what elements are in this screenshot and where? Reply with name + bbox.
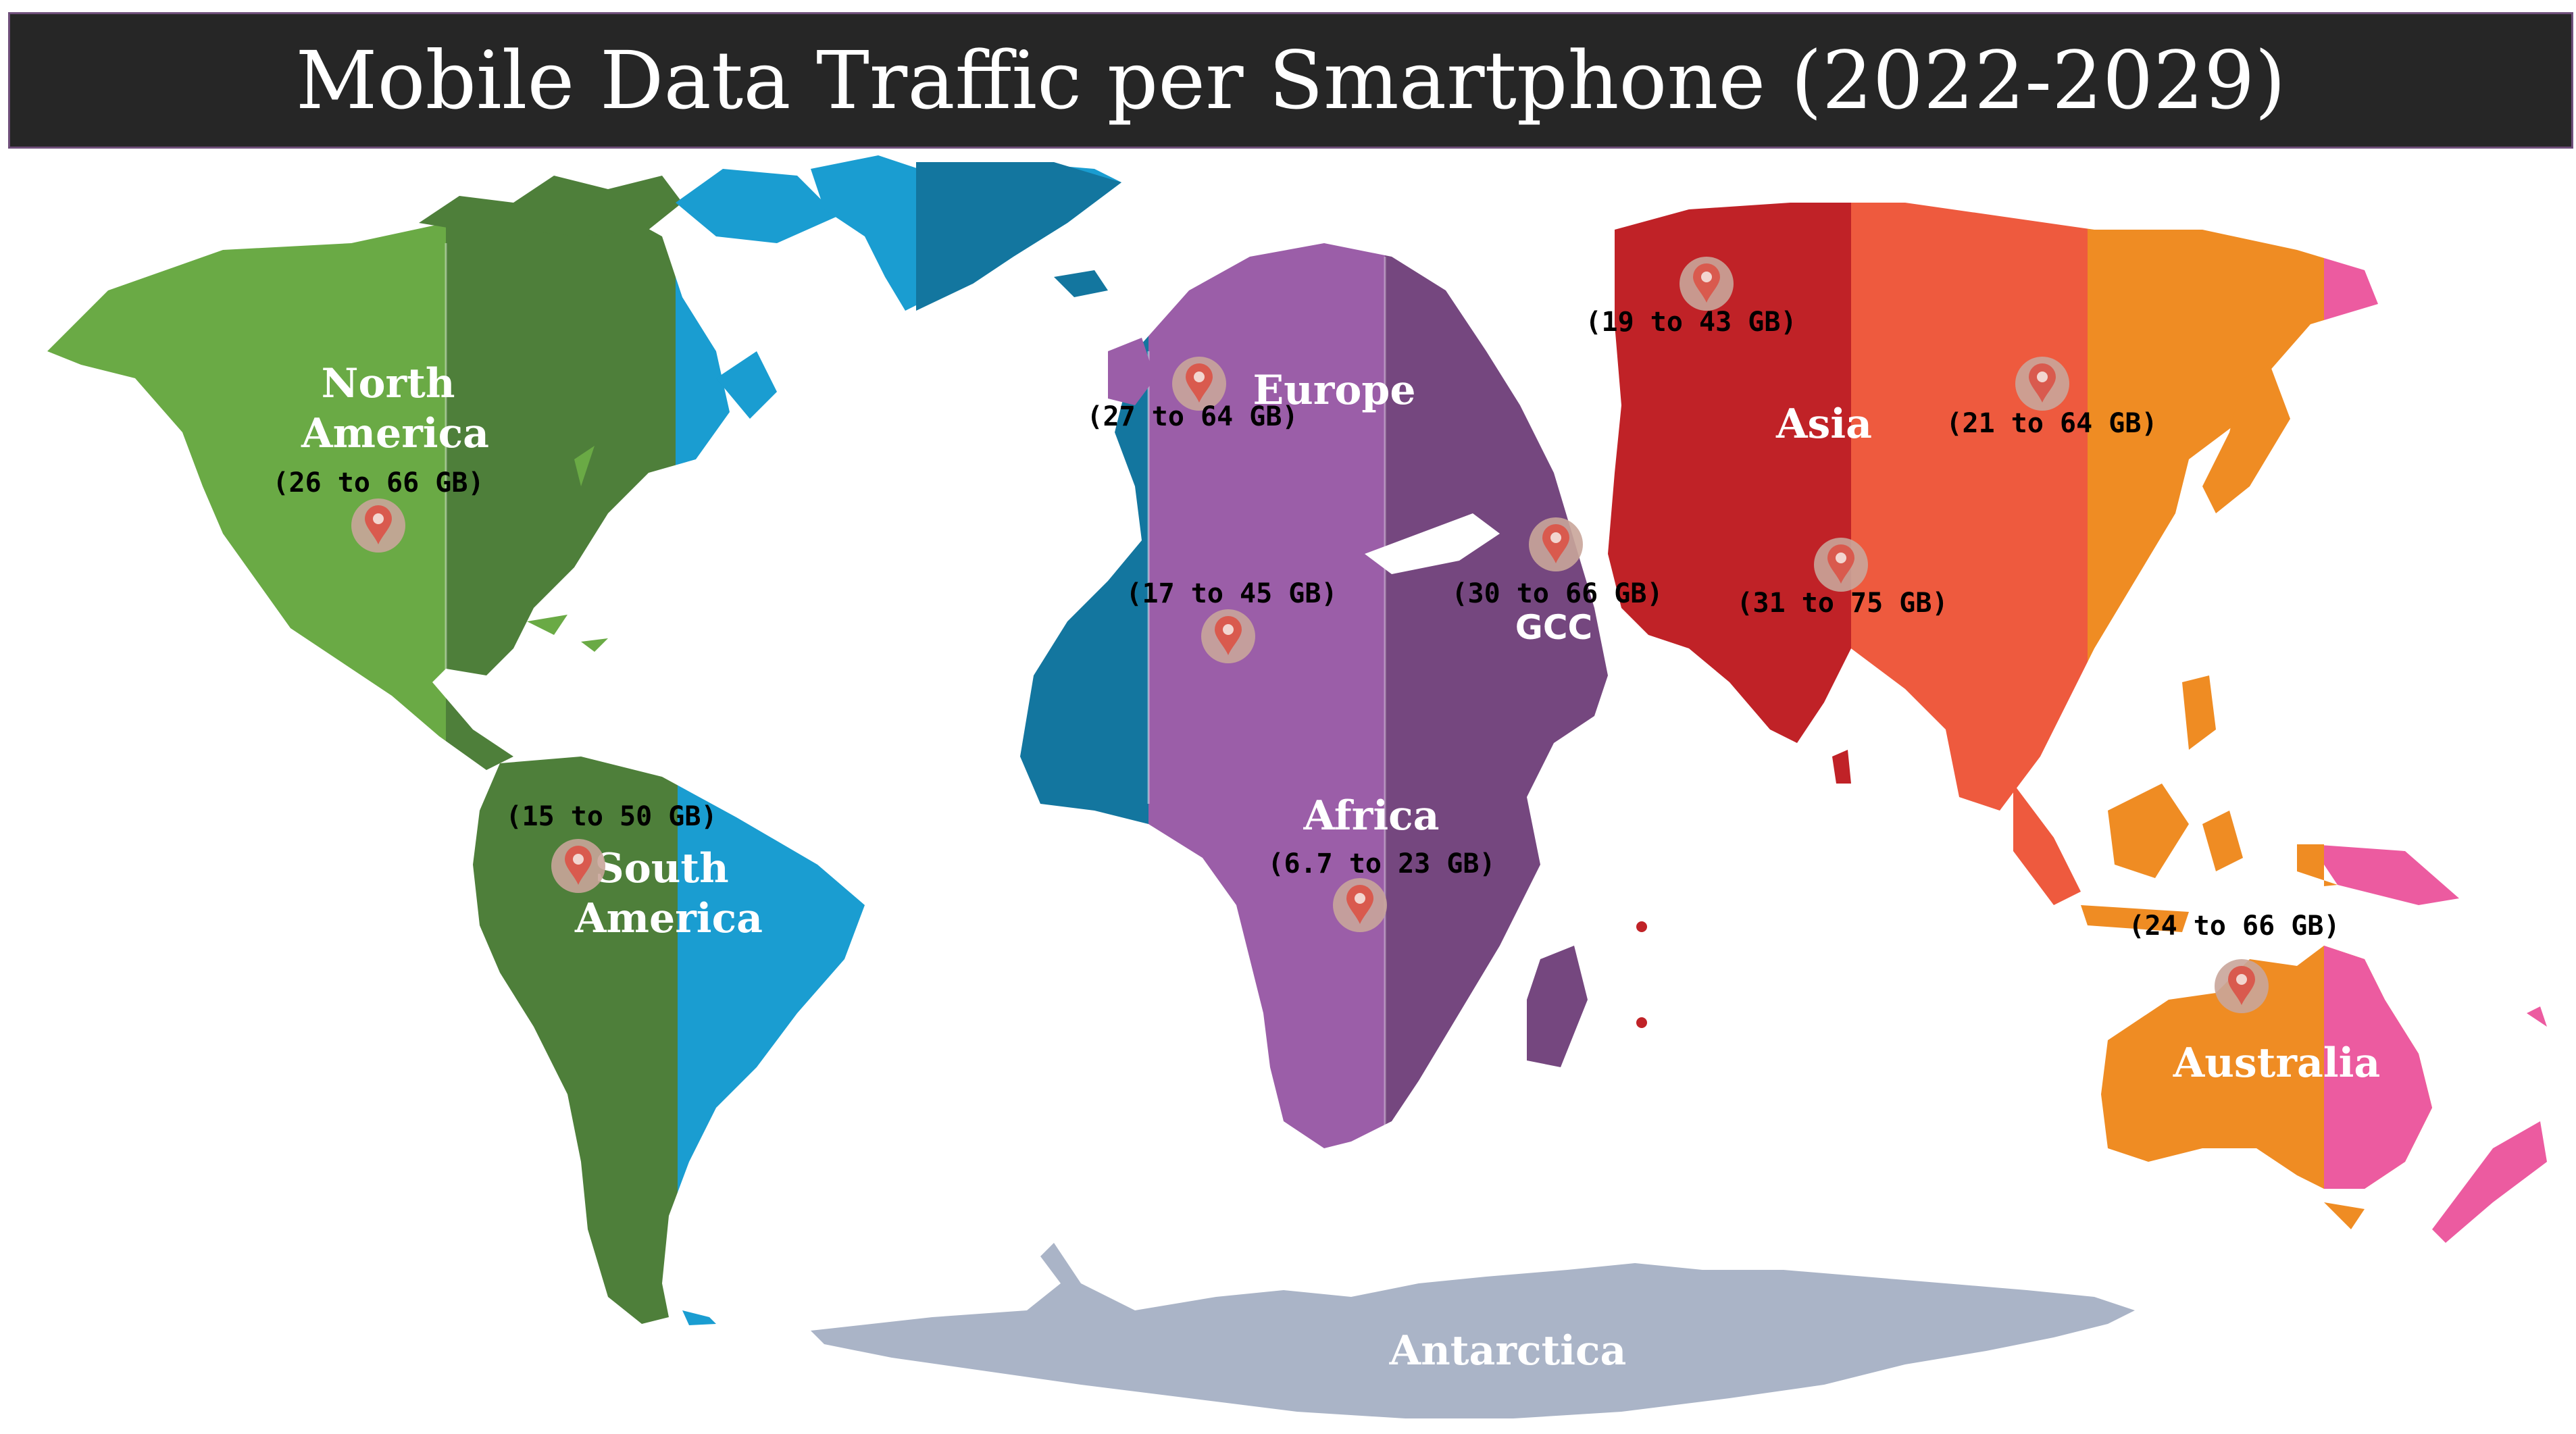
south-america-east-band <box>678 757 865 1324</box>
range-label: (27 to 64 GB) <box>1086 401 1298 432</box>
location-pin-icon <box>2228 966 2255 1005</box>
new-zealand <box>2432 1121 2547 1243</box>
label-south-america: South America <box>574 845 763 942</box>
north-america-east-band <box>446 203 676 770</box>
antarctica <box>811 1243 2135 1418</box>
pacific-island <box>2527 1006 2547 1027</box>
data-point-8[interactable] <box>1814 538 1868 592</box>
label-africa: Africa <box>1303 792 1439 840</box>
uk-ireland <box>1108 338 1155 405</box>
data-point-3[interactable] <box>1172 357 1226 411</box>
pin-center-dot <box>1836 553 1846 563</box>
data-point-2[interactable] <box>551 839 605 893</box>
data-point-6[interactable] <box>1529 517 1583 571</box>
label-south-america-line1: South <box>595 845 728 892</box>
location-pin-icon <box>2029 363 2056 403</box>
pin-center-dot <box>1355 893 1365 904</box>
range-label: (30 to 66 GB) <box>1451 578 1663 609</box>
data-point-10[interactable] <box>2215 959 2269 1013</box>
range-label: (15 to 50 GB) <box>505 801 717 832</box>
new-guinea-west <box>2297 844 2338 886</box>
pin-center-dot <box>2037 372 2048 382</box>
label-north-america-line2: America <box>301 410 489 457</box>
pin-center-dot <box>2236 974 2247 985</box>
europe-africa-landmass <box>1020 243 1608 1148</box>
asia-orange-band <box>2088 203 2324 811</box>
falkland-islands <box>682 1310 716 1325</box>
range-label: (24 to 66 GB) <box>2128 911 2340 942</box>
pin-center-dot <box>573 854 584 865</box>
location-pin-icon <box>1542 524 1569 563</box>
arctic-landmass <box>419 155 1121 652</box>
island-dot <box>1636 1017 1647 1028</box>
australia-landmass <box>2101 946 2547 1243</box>
asia-orange-red-band <box>1851 203 2088 811</box>
pin-center-dot <box>1194 372 1205 382</box>
data-point-9[interactable] <box>2015 357 2069 411</box>
australia-east <box>2324 946 2432 1189</box>
label-antarctica: Antarctica <box>1389 1327 1627 1375</box>
data-point-5[interactable] <box>1333 878 1387 932</box>
data-point-1[interactable] <box>351 498 405 553</box>
madagascar <box>1527 946 1588 1067</box>
location-pin-icon <box>365 505 392 544</box>
newfoundland <box>716 351 777 419</box>
label-north-america: North America <box>301 360 489 457</box>
antilles <box>527 615 608 652</box>
range-label: (21 to 64 GB) <box>1946 408 2157 439</box>
philippines <box>2182 675 2216 750</box>
label-australia: Australia <box>2173 1040 2381 1087</box>
title-bar: Mobile Data Traffic per Smartphone (2022… <box>8 12 2573 149</box>
label-south-america-line2: America <box>574 895 763 942</box>
pin-center-dot <box>1550 532 1561 543</box>
range-label: (31 to 75 GB) <box>1736 588 1948 619</box>
antarctica-landmass <box>811 1243 2135 1418</box>
location-pin-icon <box>1186 363 1213 403</box>
data-point-layer: (26 to 66 GB) (15 to 50 GB) (27 to 64 GB) (… <box>272 257 2340 1013</box>
sulawesi <box>2202 811 2243 871</box>
location-pin-icon <box>1693 263 1720 303</box>
asia-pink-band <box>2324 203 2378 811</box>
map-title: Mobile Data Traffic per Smartphone (2022… <box>295 34 2286 127</box>
arctic-islands-east <box>676 169 838 243</box>
caribbean-islands <box>574 446 595 486</box>
island-dot <box>1636 921 1647 932</box>
location-pin-icon <box>1346 885 1373 924</box>
tasmania <box>2324 1202 2365 1229</box>
data-point-4[interactable] <box>1201 609 1255 663</box>
japan <box>2202 365 2290 513</box>
range-label: (17 to 45 GB) <box>1126 578 1337 609</box>
south-america-landmass <box>473 757 865 1325</box>
south-america-west-band <box>473 757 678 1324</box>
arctic-islands <box>419 176 682 236</box>
borneo <box>2108 784 2189 878</box>
mediterranean-sea <box>1365 513 1500 574</box>
pin-center-dot <box>373 513 384 524</box>
data-point-7[interactable] <box>1680 257 1734 311</box>
location-pin-icon <box>1215 616 1242 655</box>
iceland <box>1054 270 1108 297</box>
label-asia: Asia <box>1775 401 1872 448</box>
pin-center-dot <box>1223 624 1234 635</box>
label-north-america-line1: North <box>322 360 455 407</box>
range-label: (26 to 66 GB) <box>272 467 484 498</box>
europe-east-band <box>1385 243 1608 1148</box>
greenland-east <box>916 162 1121 311</box>
location-pin-icon <box>565 846 592 885</box>
range-label: (19 to 43 GB) <box>1585 307 1796 338</box>
java <box>2081 905 2189 932</box>
location-pin-icon <box>1827 544 1854 584</box>
label-gcc: GCC <box>1515 608 1592 647</box>
label-europe: Europe <box>1253 367 1415 414</box>
new-guinea <box>2310 844 2459 905</box>
pin-center-dot <box>1701 272 1712 282</box>
sumatra <box>2013 784 2081 905</box>
sri-lanka <box>1832 750 1851 784</box>
north-america-landmass <box>47 203 730 770</box>
north-america-atlantic-band <box>676 203 730 770</box>
range-label: (6.7 to 23 GB) <box>1267 848 1495 879</box>
